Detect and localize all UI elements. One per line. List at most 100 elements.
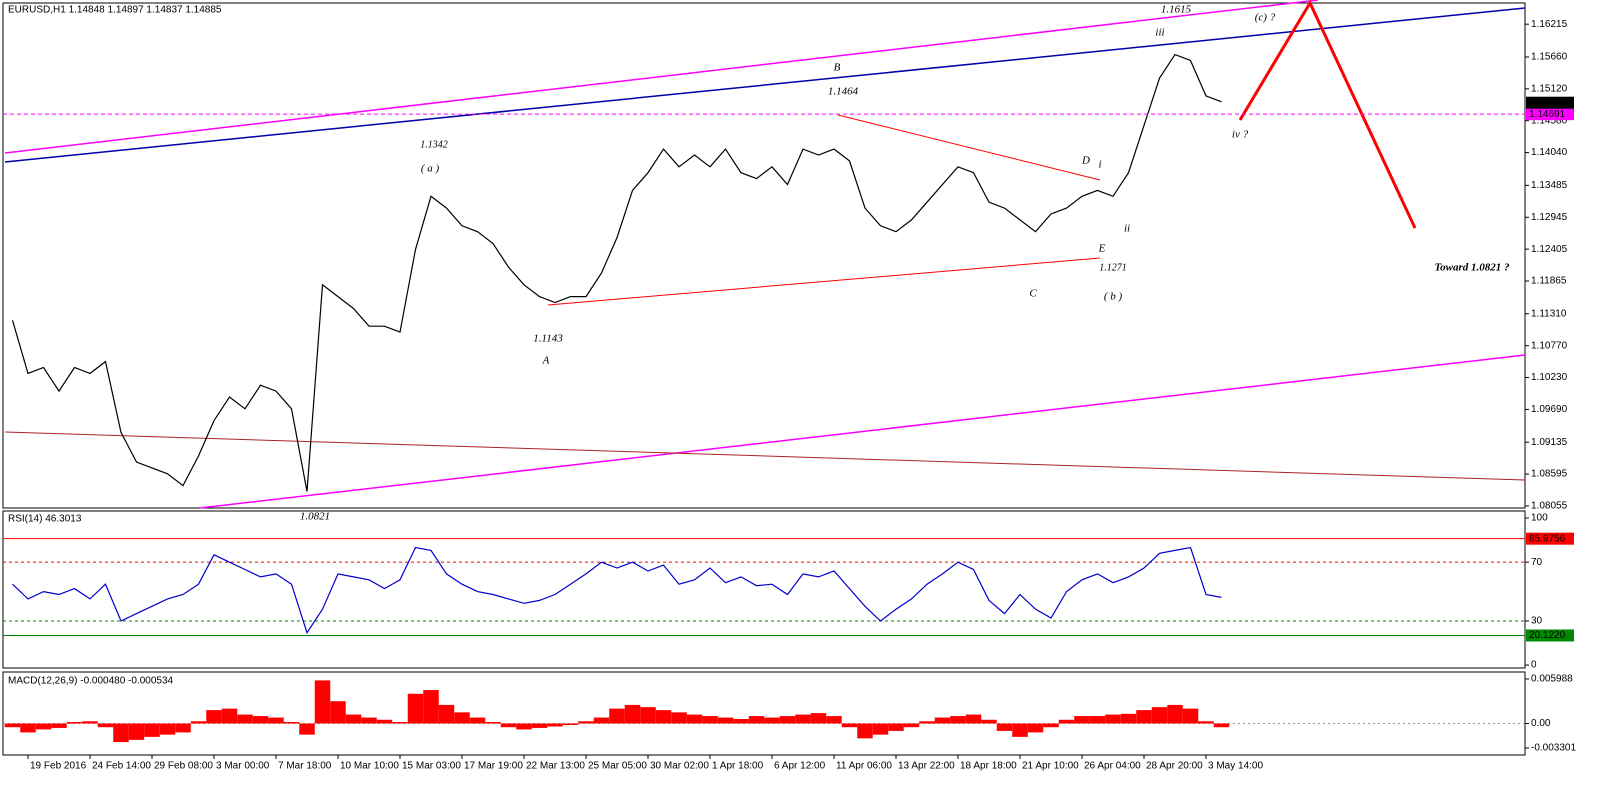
y-tick-label: 0.00	[1531, 718, 1551, 729]
macd-bar	[1058, 719, 1075, 724]
x-tick-label: 15 Mar 03:00	[402, 761, 461, 772]
rsi-panel	[2, 510, 1526, 669]
projection-arrow	[1238, 0, 1417, 229]
x-tick-label: 29 Feb 08:00	[154, 761, 213, 772]
x-tick-label: 3 May 14:00	[1208, 761, 1263, 772]
annotation: ii	[1124, 223, 1130, 235]
macd-bar	[1198, 721, 1214, 724]
macd-bar	[950, 716, 966, 724]
macd-bar	[624, 704, 641, 724]
level-tag	[1526, 532, 1574, 545]
y-tick-label: 1.09135	[1531, 437, 1568, 448]
macd-bar	[996, 723, 1013, 731]
annotation: 1.1615	[1161, 4, 1192, 16]
macd-bar	[252, 716, 269, 724]
price-line	[11, 53, 1222, 492]
annotation: 1.1464	[828, 86, 859, 98]
macd-bar	[4, 723, 21, 728]
x-tick-label: 7 Mar 18:00	[278, 761, 332, 772]
macd-bar	[717, 717, 734, 724]
macd-bar	[531, 723, 548, 728]
macd-bar	[82, 721, 98, 724]
x-tick-label: 19 Feb 2016	[30, 761, 87, 772]
y-tick-label: -0.003301	[1531, 743, 1576, 754]
macd-bar	[1167, 704, 1183, 724]
y-tick-label: 1.14040	[1531, 147, 1568, 158]
macd-bar	[516, 723, 532, 730]
triangle-line	[837, 114, 1101, 181]
level-label: 20.1220	[1529, 630, 1566, 641]
y-tick-label: 1.08055	[1531, 501, 1568, 512]
macd-panel	[2, 671, 1526, 756]
y-tick-label: 1.08595	[1531, 469, 1568, 480]
macd-bar	[407, 693, 424, 724]
macd-bar	[872, 723, 889, 735]
annotation: A	[542, 355, 550, 367]
annotation: 1.0821	[300, 511, 330, 523]
macd-bar	[330, 701, 346, 724]
macd-bar	[206, 710, 222, 724]
x-tick-label: 6 Apr 12:00	[774, 761, 826, 772]
macd-bar	[903, 723, 920, 728]
macd-bar	[779, 716, 796, 724]
y-tick-label: 30	[1531, 616, 1543, 627]
channel-line	[199, 354, 1526, 509]
x-tick-label: 3 Mar 00:00	[216, 761, 270, 772]
macd-bar	[221, 708, 238, 724]
macd-bar	[423, 690, 439, 724]
y-tick-label: 1.13485	[1531, 180, 1568, 191]
macd-bar	[841, 723, 858, 728]
chart-title: EURUSD,H1 1.14848 1.14897 1.14837 1.1488…	[8, 5, 222, 16]
level-label: 85.9756	[1529, 533, 1566, 544]
annotation: E	[1098, 243, 1106, 255]
macd-bar	[268, 717, 284, 724]
y-tick-label: 1.12945	[1531, 212, 1568, 223]
y-tick-label: 1.11310	[1531, 308, 1567, 319]
macd-bar	[392, 722, 408, 724]
macd-bar	[51, 723, 67, 728]
macd-bar	[485, 722, 501, 724]
macd-bar	[857, 723, 873, 739]
y-tick-label: 1.10770	[1531, 340, 1568, 351]
y-tick-label: 1.15120	[1531, 83, 1568, 94]
macd-bar	[578, 721, 594, 724]
macd-bar	[686, 714, 703, 724]
macd-bar	[376, 719, 393, 724]
macd-bar	[1027, 723, 1044, 733]
annotation: 1.1271	[1099, 262, 1127, 273]
macd-bar	[795, 714, 811, 724]
channel-line	[4, 0, 1319, 154]
macd-bar	[314, 680, 331, 724]
macd-bar	[810, 713, 827, 724]
x-tick-label: 17 Mar 19:00	[464, 761, 523, 772]
macd-bar	[144, 723, 160, 737]
x-tick-label: 22 Mar 13:00	[526, 761, 585, 772]
macd-bar	[934, 717, 951, 724]
macd-bar	[97, 723, 114, 728]
macd-bar	[283, 722, 300, 724]
rsi-title: RSI(14) 46.3013	[8, 514, 82, 525]
macd-bar	[1120, 713, 1137, 724]
x-tick-label: 1 Apr 18:00	[712, 761, 764, 772]
y-tick-label: 70	[1531, 557, 1543, 568]
macd-bar	[128, 723, 145, 740]
macd-bar	[981, 719, 997, 724]
annotation: i	[1098, 159, 1101, 171]
macd-bar	[1136, 710, 1152, 724]
y-tick-label: 0.005988	[1531, 674, 1573, 685]
level-tag	[1526, 629, 1574, 642]
triangle-line	[547, 257, 1101, 306]
macd-bar	[1182, 708, 1199, 724]
macd-bar	[640, 707, 656, 724]
annotation: C	[1029, 288, 1037, 300]
macd-bar	[345, 714, 362, 724]
macd-bar	[1043, 723, 1059, 728]
macd-bar	[469, 717, 486, 724]
macd-bar	[190, 721, 207, 724]
macd-bar	[237, 714, 253, 724]
macd-bar	[113, 723, 129, 743]
macd-bar	[593, 717, 610, 724]
y-tick-label: 100	[1531, 513, 1548, 524]
macd-bar	[1012, 723, 1028, 737]
